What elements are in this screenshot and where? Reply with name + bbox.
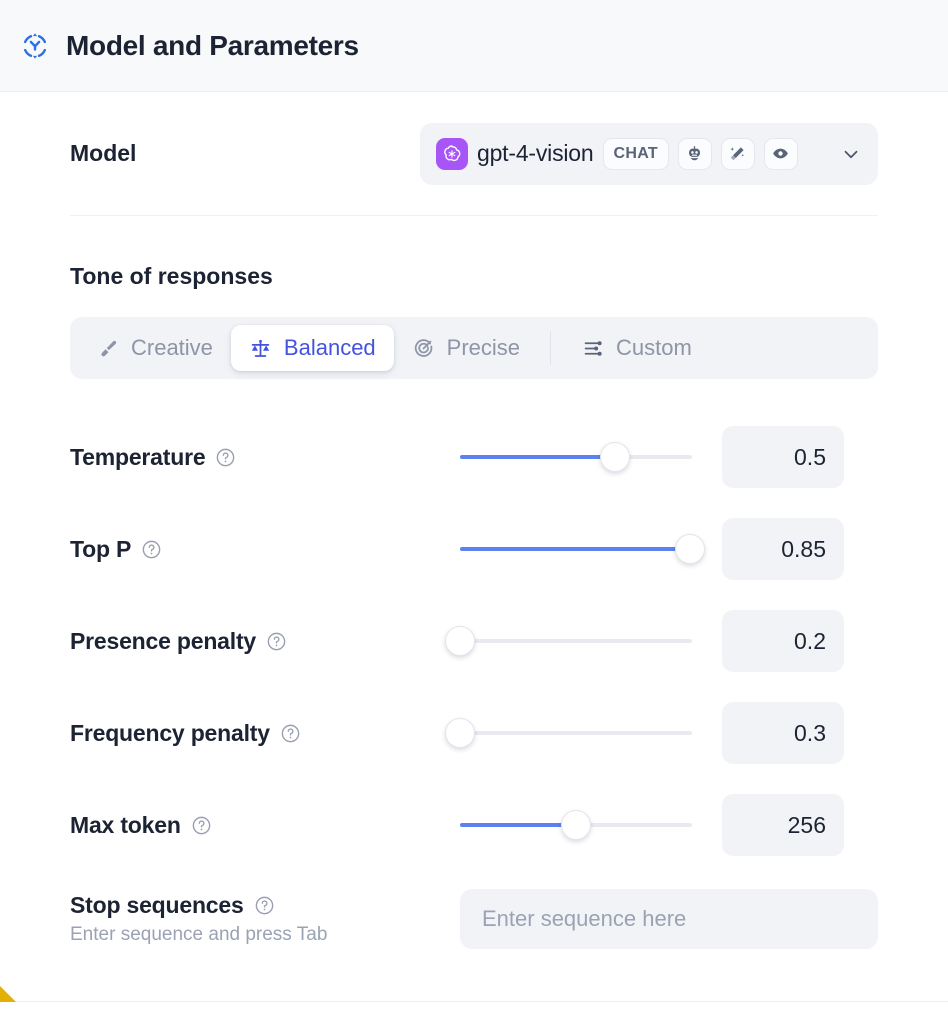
param-value-max-token[interactable]: 256	[722, 794, 844, 856]
param-row-max-token: Max token 256	[70, 779, 878, 871]
help-icon[interactable]	[215, 447, 236, 468]
scales-icon	[249, 336, 273, 360]
param-value-temperature[interactable]: 0.5	[722, 426, 844, 488]
param-value-frequency-penalty[interactable]: 0.3	[722, 702, 844, 764]
slider-fill	[460, 823, 576, 827]
model-params-icon	[20, 31, 50, 61]
slider-thumb[interactable]	[445, 626, 475, 656]
slider-temperature[interactable]	[460, 442, 692, 472]
slider-top-p[interactable]	[460, 534, 705, 564]
sliders-icon	[581, 336, 605, 360]
page-title: Model and Parameters	[66, 29, 359, 61]
param-name: Frequency penalty	[70, 719, 270, 746]
stop-sequences-label: Stop sequences	[70, 892, 244, 918]
help-icon[interactable]	[191, 815, 212, 836]
param-row-presence-penalty: Presence penalty 0.2	[70, 595, 878, 687]
stop-sequences-input[interactable]	[460, 889, 878, 949]
param-row-temperature: Temperature 0.5	[70, 411, 878, 503]
help-icon[interactable]	[280, 723, 301, 744]
slider-frequency-penalty[interactable]	[445, 718, 692, 748]
param-name: Top P	[70, 535, 132, 562]
param-name: Max token	[70, 811, 181, 838]
tone-divider	[550, 331, 552, 365]
tone-option-balanced[interactable]: Balanced	[230, 325, 394, 371]
slider-thumb[interactable]	[674, 534, 705, 564]
help-icon[interactable]	[266, 631, 287, 652]
help-icon[interactable]	[254, 895, 275, 916]
tone-selector: Creative Balanced	[70, 317, 878, 379]
brush-icon	[96, 336, 120, 360]
slider-fill	[460, 547, 690, 551]
robot-icon	[677, 137, 712, 170]
tone-section-title: Tone of responses	[70, 263, 273, 289]
stop-sequences-label-block: Stop sequences Enter sequence and press …	[70, 892, 460, 946]
param-row-frequency-penalty: Frequency penalty 0.3	[70, 687, 878, 779]
eye-icon	[763, 137, 798, 170]
tone-option-label: Balanced	[283, 335, 376, 360]
openai-logo-icon	[436, 137, 468, 170]
tone-option-custom[interactable]: Custom	[563, 325, 710, 371]
param-label: Frequency penalty	[70, 720, 460, 747]
slider-track	[460, 731, 692, 735]
slider-thumb[interactable]	[600, 442, 631, 472]
param-label: Presence penalty	[70, 628, 460, 655]
bottom-divider	[0, 1001, 948, 1002]
param-value-top-p[interactable]: 0.85	[722, 518, 844, 580]
slider-max-token[interactable]	[460, 810, 692, 840]
magic-wand-icon	[720, 137, 755, 170]
slider-track	[460, 639, 692, 643]
model-type-badge: CHAT	[602, 137, 669, 170]
tone-option-creative[interactable]: Creative	[78, 325, 231, 371]
stop-sequences-hint: Enter sequence and press Tab	[70, 924, 328, 945]
panel-body: Model gpt-4-vision CHAT	[0, 92, 948, 967]
slider-thumb[interactable]	[561, 810, 591, 840]
section-divider	[70, 215, 878, 216]
model-select-dropdown[interactable]: gpt-4-vision CHAT	[420, 122, 878, 185]
param-name: Presence penalty	[70, 627, 257, 654]
stop-sequences-row: Stop sequences Enter sequence and press …	[70, 871, 878, 967]
slider-fill	[460, 455, 616, 459]
panel-header: Model and Parameters	[0, 0, 948, 92]
slider-presence-penalty[interactable]	[445, 626, 692, 656]
chevron-down-icon[interactable]	[838, 141, 864, 167]
param-label: Temperature	[70, 444, 460, 471]
parameters-list: Temperature 0.5	[70, 411, 878, 967]
help-icon[interactable]	[141, 539, 162, 560]
model-label: Model	[70, 140, 137, 166]
param-row-top-p: Top P 0.85	[70, 503, 878, 595]
slider-thumb[interactable]	[445, 718, 475, 748]
tone-option-label: Custom	[616, 335, 692, 360]
param-value-presence-penalty[interactable]: 0.2	[722, 610, 844, 672]
corner-accent-mark	[0, 986, 16, 1002]
model-name: gpt-4-vision	[477, 140, 594, 166]
param-label: Max token	[70, 812, 460, 839]
tone-option-precise[interactable]: Precise	[394, 325, 538, 371]
param-name: Temperature	[70, 443, 206, 470]
tone-option-label: Creative	[131, 335, 213, 360]
tone-option-label: Precise	[446, 335, 521, 360]
model-row: Model gpt-4-vision CHAT	[70, 92, 878, 215]
target-icon	[412, 336, 436, 360]
param-label: Top P	[70, 536, 460, 563]
